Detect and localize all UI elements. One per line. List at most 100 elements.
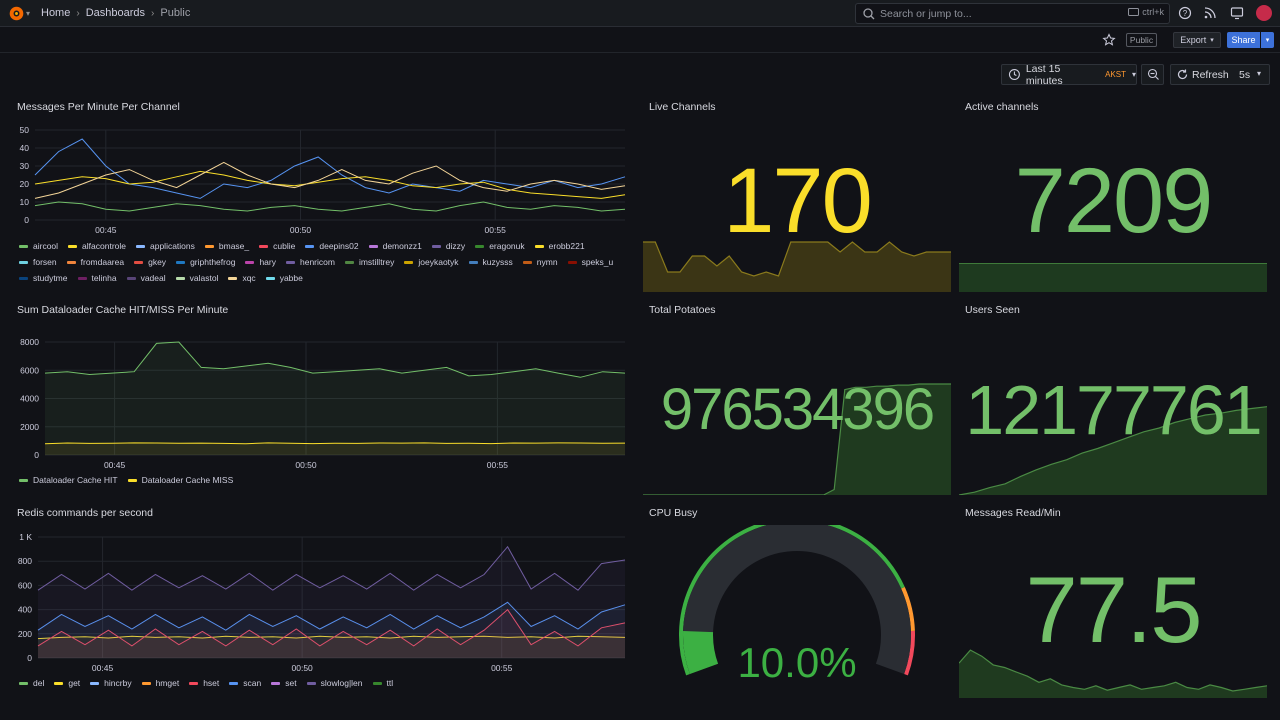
messages-legend-item[interactable]: speks_u [567, 257, 614, 268]
series-line[interactable] [37, 608, 626, 647]
messages-legend-item[interactable]: studytme [19, 273, 68, 284]
redis-legend-item[interactable]: set [271, 678, 297, 689]
share-button[interactable]: Share [1227, 32, 1260, 48]
search-shortcut: ctrl+k [1142, 7, 1164, 17]
messages-legend-item[interactable]: alfacontrole [68, 241, 126, 252]
legend-label: demonzz1 [382, 241, 422, 251]
legend-label: eragonuk [489, 241, 525, 251]
keyboard-icon [1128, 8, 1140, 16]
users-seen-sparkline [959, 406, 1267, 495]
messages-legend-item[interactable]: deepins02 [305, 241, 359, 252]
messages-legend-item[interactable]: yabbe [265, 273, 303, 284]
series-line[interactable] [44, 341, 626, 378]
y-tick-label: 800 [18, 556, 32, 566]
panel-title-redis: Redis commands per second [17, 507, 153, 519]
messages-legend-item[interactable]: telinha [77, 273, 117, 284]
series-area [38, 609, 625, 658]
cache-legend-item[interactable]: Dataloader Cache HIT [19, 475, 118, 486]
time-range-picker[interactable]: Last 15 minutes AKST ▾ [1001, 63, 1137, 87]
export-button[interactable]: Export ▾ [1173, 32, 1221, 48]
messages-legend-item[interactable]: applications [136, 241, 195, 252]
messages-legend-item[interactable]: joeykaotyk [404, 257, 459, 268]
grafana-logo-icon[interactable] [8, 5, 25, 22]
messages-per-minute-chart[interactable]: 0 10 20 30 40 50 00:45 00:50 00:55 [10, 120, 630, 238]
legend-label: speks_u [581, 257, 614, 267]
refresh-button[interactable]: Refresh [1192, 69, 1229, 81]
messages-legend-item[interactable]: henricom [285, 257, 335, 268]
users-seen-value: 12177761 [965, 371, 1262, 449]
messages-legend-item[interactable]: cublie [259, 241, 295, 252]
series-line[interactable] [34, 138, 626, 199]
x-tick-label: 00:45 [92, 663, 114, 673]
legend-swatch [68, 245, 78, 248]
refresh-interval-select[interactable]: 5s [1239, 69, 1251, 81]
chevron-down-icon: ▾ [1257, 69, 1262, 78]
kiosk-icon[interactable] [1230, 6, 1244, 20]
zoom-out-button[interactable] [1141, 64, 1164, 85]
messages-legend-item[interactable]: fromdaarea [66, 257, 125, 268]
help-icon[interactable]: ? [1178, 6, 1192, 20]
share-dropdown-chevron-icon[interactable]: ▾ [1261, 32, 1274, 48]
panel-title-messages-per-minute: Messages Per Minute Per Channel [17, 101, 180, 113]
y-tick-label: 0 [34, 450, 39, 460]
messages-legend-item[interactable]: imstilltrey [344, 257, 394, 268]
redis-legend-item[interactable]: hincrby [90, 678, 132, 689]
cache-legend-item[interactable]: Dataloader Cache MISS [127, 475, 233, 486]
messages-legend-item[interactable]: kuzysss [468, 257, 513, 268]
messages-legend-item[interactable]: demonzz1 [368, 241, 422, 252]
legend-swatch [228, 277, 238, 280]
legend-label: ttl [386, 678, 394, 688]
messages-legend-item[interactable]: aircool [19, 241, 58, 252]
news-icon[interactable] [1203, 6, 1217, 20]
legend-swatch [136, 245, 145, 248]
star-icon[interactable] [1102, 33, 1116, 47]
breadcrumb-dashboards[interactable]: Dashboards [85, 7, 146, 19]
legend-swatch [431, 245, 441, 248]
gauge-threshold-red [904, 630, 915, 676]
redis-legend-item[interactable]: del [19, 678, 44, 689]
legend-swatch [176, 261, 186, 264]
cache-hit-miss-chart[interactable]: 0 2000 4000 6000 8000 00:45 00:50 00:55 [10, 333, 630, 473]
messages-legend-item[interactable]: erobb221 [534, 241, 585, 252]
messages-legend-item[interactable]: xqc [228, 273, 256, 284]
redis-legend-item[interactable]: get [54, 678, 80, 689]
redis-legend-item[interactable]: slowlog|len [306, 678, 363, 689]
messages-legend-item[interactable]: bmase_ [204, 241, 249, 252]
legend-label: fromdaarea [80, 257, 125, 267]
legend-label: scan [243, 678, 262, 688]
redis-legend-item[interactable]: hmget [141, 678, 180, 689]
legend-label: Dataloader Cache HIT [33, 475, 118, 485]
series-line[interactable] [34, 161, 626, 199]
messages-legend-item[interactable]: eragonuk [475, 241, 525, 252]
redis-commands-chart[interactable]: 0 200 400 600 800 1 K 00:45 00:50 00:55 [10, 528, 630, 676]
messages-legend-item[interactable]: griphthefrog [176, 257, 235, 268]
x-tick-label: 00:55 [485, 225, 507, 235]
chevron-down-icon[interactable]: ▾ [26, 9, 31, 18]
redis-legend-item[interactable]: scan [229, 678, 261, 689]
refresh-icon[interactable] [1176, 68, 1189, 81]
messages-legend-item[interactable]: valastol [175, 273, 218, 284]
breadcrumb-home[interactable]: Home [41, 7, 71, 19]
messages-legend-item[interactable]: dizzy [431, 241, 465, 252]
series-line[interactable] [34, 201, 626, 212]
search-bar[interactable]: Search or jump to... ctrl+k [855, 3, 1170, 24]
x-tick-label: 00:55 [487, 460, 509, 470]
messages-legend-item[interactable]: hary [245, 257, 276, 268]
series-line[interactable] [44, 442, 626, 445]
messages-legend-item[interactable]: nymn [522, 257, 558, 268]
redis-legend-item[interactable]: ttl [372, 678, 394, 689]
series-line[interactable] [37, 601, 626, 631]
legend-label: telinha [91, 273, 117, 283]
y-tick-label: 40 [20, 143, 30, 153]
messages-legend-item[interactable]: gkey [134, 257, 166, 268]
avatar[interactable] [1256, 5, 1272, 21]
legend-label: gkey [148, 257, 167, 267]
redis-legend-item[interactable]: hset [189, 678, 219, 689]
legend-label: hmget [155, 678, 180, 688]
series-line[interactable] [37, 635, 626, 640]
messages-legend-item[interactable]: vadeal [126, 273, 166, 284]
legend-label: joeykaotyk [418, 257, 459, 267]
messages-legend-item[interactable]: forsen [19, 257, 57, 268]
series-line[interactable] [34, 170, 626, 199]
series-line[interactable] [37, 545, 626, 591]
